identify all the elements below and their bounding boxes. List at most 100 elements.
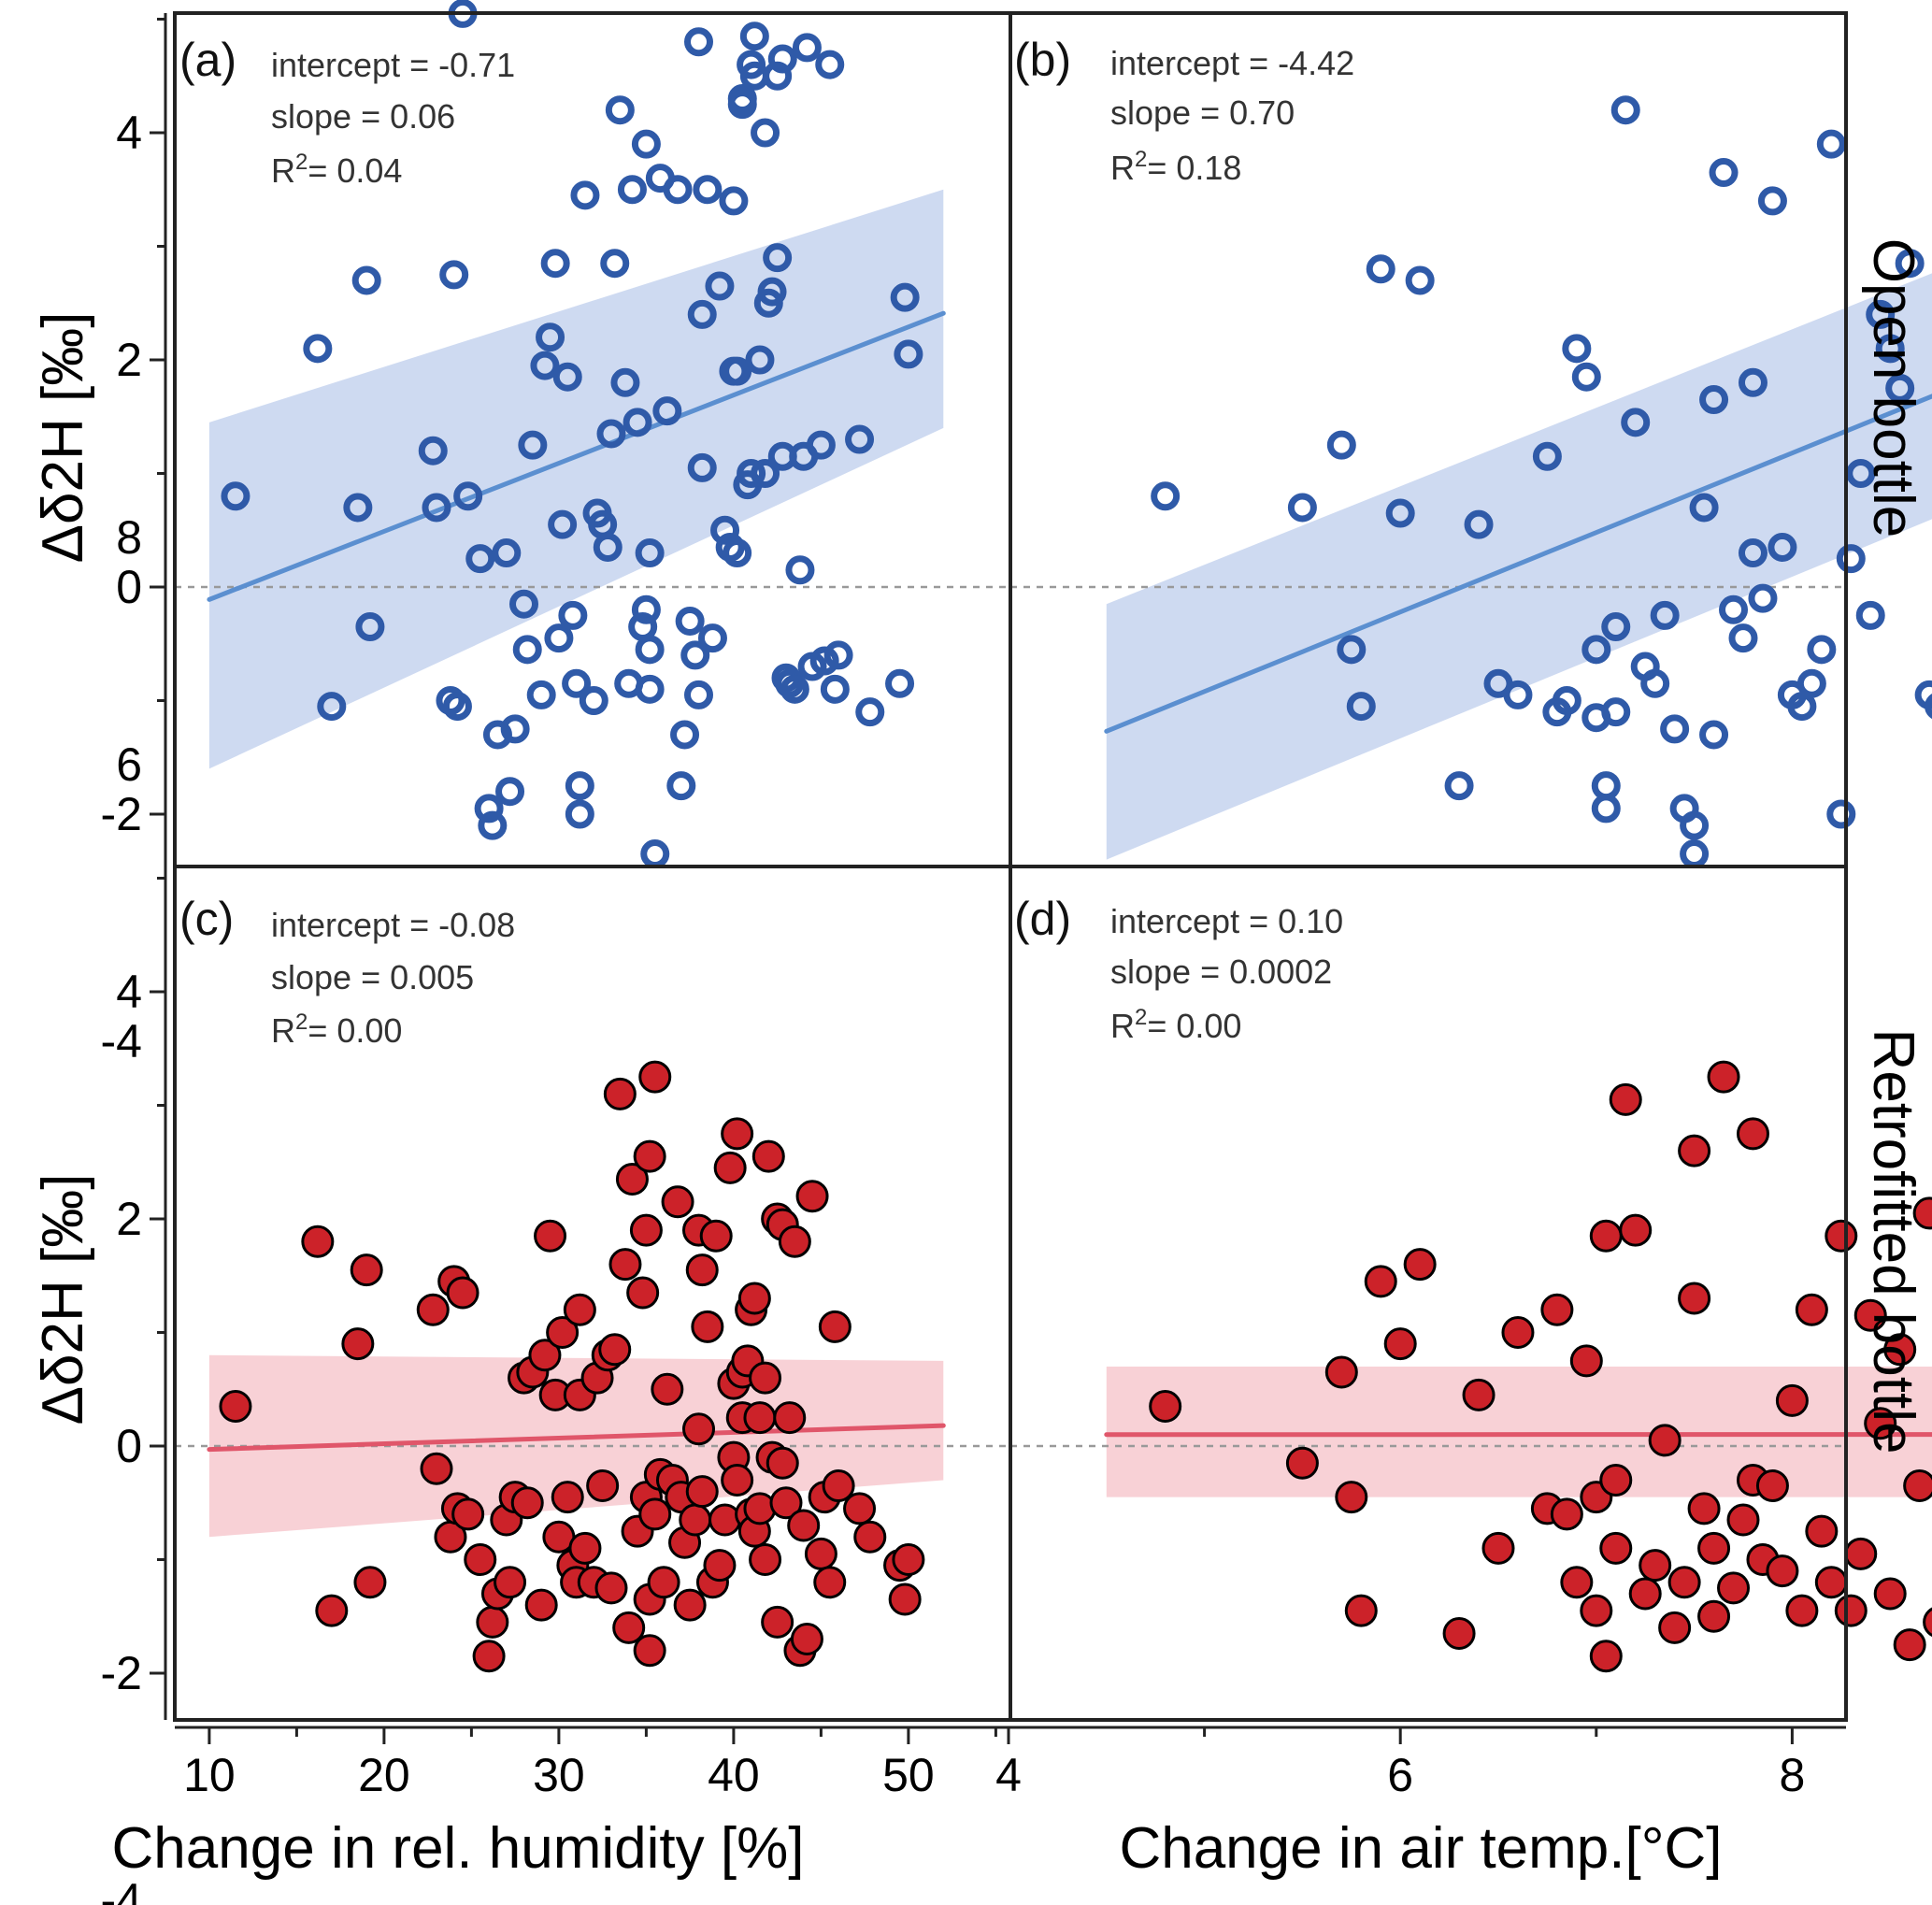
data-point (1405, 265, 1435, 295)
data-point (596, 419, 626, 449)
data-point (1680, 810, 1710, 840)
data-point (766, 1446, 799, 1480)
data-point (478, 810, 508, 840)
data-point (885, 668, 915, 698)
data-point (721, 1463, 754, 1497)
x-tick-label: 10 (183, 1749, 236, 1801)
data-point (1925, 694, 1932, 720)
data-point (761, 1605, 794, 1639)
data-point (565, 771, 594, 801)
data-point (1464, 509, 1494, 539)
data-point (684, 27, 713, 57)
y-tick-label: -4 (101, 1015, 142, 1067)
data-point (809, 646, 839, 676)
r2-text-b: R2= 0.18 (1110, 147, 1241, 187)
data-point (1667, 1566, 1701, 1599)
data-point (1560, 1566, 1594, 1599)
data-point (679, 1503, 712, 1537)
data-point (745, 345, 775, 375)
data-point (1697, 1599, 1731, 1633)
data-point (635, 538, 665, 568)
data-point (1883, 1333, 1917, 1367)
r2-value-c: = 0.00 (308, 1011, 402, 1050)
data-point (617, 175, 647, 205)
data-point (610, 367, 640, 397)
data-point (1678, 1282, 1711, 1315)
data-point (1383, 1327, 1417, 1361)
data-point (1866, 299, 1896, 329)
data-point (1562, 334, 1592, 364)
x-axis-title-right: Change in air temp.[°C] (1119, 1816, 1722, 1881)
data-point (1619, 1213, 1653, 1247)
data-point (1766, 1554, 1799, 1588)
y-tick-label: -2 (101, 1647, 142, 1699)
data-point (787, 1509, 821, 1542)
data-point (350, 1253, 383, 1287)
data-point (1337, 635, 1367, 665)
panel-d: (d) intercept = 0.10 slope = 0.0002 R2= … (1010, 867, 1932, 1720)
data-point (594, 1571, 628, 1605)
data-point (1738, 367, 1767, 397)
data-point (1287, 493, 1317, 523)
data-point (823, 640, 853, 670)
data-point (853, 1520, 887, 1554)
data-point (1787, 692, 1817, 722)
data-point (219, 1389, 252, 1423)
data-point (603, 1077, 637, 1110)
data-point (500, 714, 530, 744)
data-point (651, 1372, 684, 1406)
data-point (474, 794, 504, 824)
intercept-text-b: intercept = -4.42 (1110, 44, 1354, 82)
data-point (526, 680, 556, 709)
data-point (1599, 1531, 1633, 1565)
confidence-band (1106, 1366, 1932, 1497)
data-point (713, 1151, 747, 1184)
data-point (1814, 1566, 1848, 1599)
data-point (524, 1588, 558, 1622)
intercept-text-d: intercept = 0.10 (1110, 902, 1343, 940)
row-label-open-bottle: Open bottle (1861, 238, 1925, 538)
data-point (1601, 697, 1631, 727)
data-point (451, 1497, 485, 1531)
data-point (1885, 373, 1915, 403)
data-point (749, 1361, 782, 1395)
data-point (464, 1543, 497, 1576)
data-point (682, 1412, 715, 1446)
data-point (315, 1594, 349, 1627)
x-tick-label: 8 (1779, 1749, 1805, 1801)
data-point (1912, 1196, 1932, 1230)
data-point (1628, 1577, 1662, 1611)
y-tick-label: 2 (116, 334, 142, 386)
data-point (1699, 385, 1729, 415)
data-point (544, 623, 574, 653)
y-tick-label: 2 (116, 1193, 142, 1245)
data-point (1893, 1628, 1926, 1662)
data-point (1767, 532, 1797, 562)
data-point (1149, 1389, 1182, 1423)
data-point (635, 674, 665, 704)
data-point (512, 635, 542, 665)
data-point (790, 1623, 823, 1656)
data-point (528, 1339, 562, 1372)
data-point (1639, 1549, 1672, 1583)
data-point (439, 260, 469, 290)
data-point (608, 1248, 642, 1282)
data-point (743, 1401, 777, 1435)
data-point (355, 612, 385, 642)
data-point (586, 1469, 620, 1503)
data-point (1366, 254, 1395, 284)
data-point (1853, 1298, 1887, 1332)
data-point (1481, 1531, 1515, 1565)
data-point (1660, 714, 1690, 744)
data-point (1816, 129, 1846, 159)
data-point (1825, 1219, 1858, 1253)
data-point (1569, 1344, 1603, 1378)
data-point (446, 1276, 479, 1310)
r2-text-d: R2= 0.00 (1110, 1005, 1241, 1045)
r2-value-d: = 0.00 (1147, 1007, 1241, 1045)
data-point (723, 356, 752, 386)
data-point (892, 1543, 925, 1576)
data-point (687, 299, 717, 329)
data-point (795, 1180, 829, 1213)
data-point (1648, 1424, 1682, 1457)
